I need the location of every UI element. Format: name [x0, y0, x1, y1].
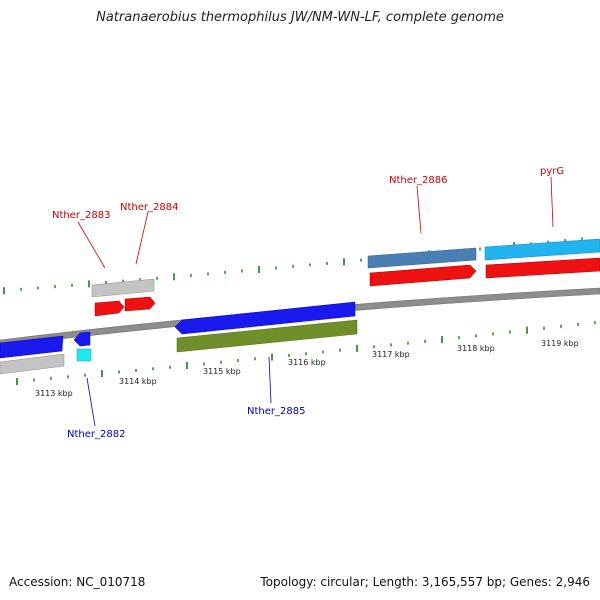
tick-label-3115: 3115 kbp: [203, 367, 241, 376]
gene-nther-2885-label: Nther_2885: [247, 406, 305, 417]
gene-nther-2882-cds[interactable]: [76, 348, 92, 362]
gene-pyrg-cds[interactable]: [484, 238, 600, 261]
gene-nther-2885-arrow[interactable]: [174, 301, 356, 335]
gene-nther-2885-pointer: [268, 356, 272, 404]
tick-label-3114: 3114 kbp: [119, 377, 157, 386]
gene-nther-2882[interactable]: Nther_2882: [67, 331, 125, 440]
gene-nther-2884-pointer: [135, 211, 149, 265]
gene-nther-2886-pointer: [416, 185, 422, 234]
gene-nther-2885-cds[interactable]: [176, 319, 358, 353]
tick-label-3113: 3113 kbp: [35, 389, 73, 398]
gene-nther-2886-cds[interactable]: [367, 247, 477, 269]
gene-nther-2882-label: Nther_2882: [67, 429, 125, 440]
tick-label-3118: 3118 kbp: [457, 344, 495, 353]
gene-nther-2885[interactable]: Nther_2885: [174, 301, 358, 417]
gene-nther-2883-label: Nther_2883: [52, 210, 110, 221]
gene-nther-2886[interactable]: Nther_2886: [367, 175, 477, 287]
gene-partial-left[interactable]: [0, 335, 65, 375]
gene-nther-2883[interactable]: Nther_2883: [52, 210, 155, 317]
gene-nther-2883-pointer: [77, 221, 106, 269]
tick-label-3117: 3117 kbp: [372, 350, 410, 359]
gene-nther-2883-cds[interactable]: [91, 278, 155, 298]
gene-partial-left-cds[interactable]: [0, 353, 65, 375]
inner-tick-marks: [16, 321, 596, 385]
gene-nther-2884-label: Nther_2884: [120, 202, 178, 213]
gene-pyrg[interactable]: pyrG: [484, 166, 600, 279]
gene-nther-2886-label: Nther_2886: [389, 175, 447, 186]
tick-label-3116: 3116 kbp: [288, 358, 326, 367]
gene-nther-2882-arrow[interactable]: [73, 331, 91, 347]
gene-nther-2886-arrow[interactable]: [369, 264, 477, 287]
map-title: Natranaerobius thermophilus JW/NM-WN-LF,…: [96, 10, 504, 25]
gene-nther-2882-pointer: [86, 377, 96, 427]
gene-partial-left-arrow[interactable]: [0, 335, 64, 359]
gene-nther-2884[interactable]: Nther_2884: [120, 202, 178, 312]
gene-pyrg-arrow[interactable]: [485, 257, 600, 279]
gene-nther-2883-arrow[interactable]: [94, 300, 125, 317]
gene-pyrg-label: pyrG: [540, 166, 564, 177]
topology-summary-text: Topology: circular; Length: 3,165,557 bp…: [260, 575, 590, 589]
gene-pyrg-pointer: [550, 176, 554, 228]
gene-nther-2884-arrow[interactable]: [124, 296, 156, 312]
tick-label-3119: 3119 kbp: [541, 339, 579, 348]
accession-text: Accession: NC_010718: [9, 575, 146, 589]
